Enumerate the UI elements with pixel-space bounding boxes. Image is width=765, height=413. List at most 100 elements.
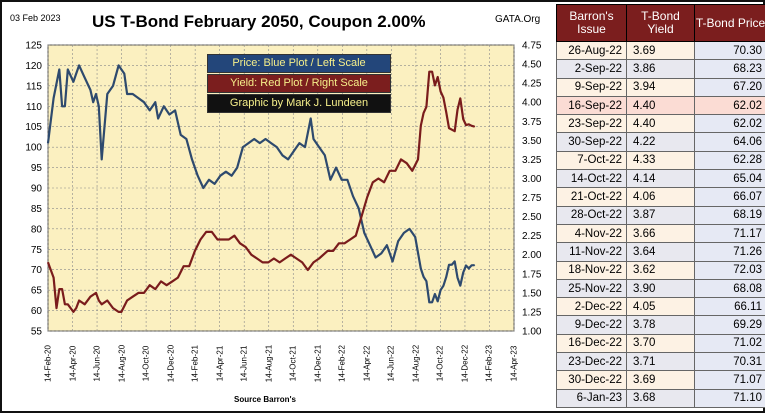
yield-point [442, 97, 444, 99]
price-point [318, 146, 320, 148]
price-point [67, 68, 69, 71]
right-tick-label: 2.50 [522, 212, 542, 223]
price-point [106, 93, 108, 95]
left-tick-label: 80 [31, 224, 43, 235]
chart-area: 55 60 65 70 75 80 85 90 95 100 105 110 115 120 125 1.00… [4, 4, 554, 409]
yield-point [301, 261, 303, 263]
yield-point [377, 177, 379, 180]
x-tick-label: 14-Jun-22 [386, 345, 396, 382]
issue-cell: 7-Oct-22 [556, 150, 627, 171]
price-point [437, 300, 439, 302]
price-cell: 66.11 [694, 297, 765, 317]
yield-point [222, 238, 224, 241]
table-row: 26-Aug-22 3.69 70.30 [556, 40, 765, 61]
yield-point [267, 261, 269, 263]
left-tick-label: 95 [31, 163, 43, 174]
yield-point [389, 170, 391, 172]
yield-point [98, 299, 100, 302]
x-tick-label: 14-Jun-21 [239, 345, 249, 382]
left-tick-label: 105 [25, 122, 42, 133]
yield-point [318, 257, 320, 260]
issue-cell: 30-Sep-22 [556, 132, 627, 152]
yield-point [118, 311, 120, 313]
price-point [459, 285, 461, 287]
right-tick-label: 2.00 [522, 250, 542, 261]
price-point [180, 134, 182, 136]
right-tick-label: 1.50 [522, 288, 542, 299]
yield-point [423, 112, 425, 114]
price-point [473, 264, 476, 266]
site-label: GATA.Org [495, 14, 541, 25]
price-point [112, 85, 114, 87]
table-row: 11-Nov-22 3.64 71.26 [556, 242, 765, 262]
right-tick-label: 1.75 [522, 269, 542, 280]
yield-cell: 4.14 [626, 169, 695, 189]
price-point [270, 142, 272, 144]
yield-point [445, 111, 447, 113]
price-cell: 62.02 [694, 95, 765, 116]
yield-point [431, 71, 433, 73]
price-point [132, 93, 134, 95]
legend-price: Price: Blue Plot / Left Scale [207, 54, 391, 73]
yield-cell: 4.33 [626, 150, 695, 171]
yield-point [177, 277, 179, 279]
price-point [310, 117, 312, 120]
x-tick-label: 14-Aug-21 [264, 344, 274, 383]
price-point [123, 73, 125, 75]
x-tick-label: 14-Feb-20 [43, 345, 53, 382]
yield-point [355, 235, 357, 237]
table-row: 21-Oct-22 4.06 66.07 [556, 187, 765, 207]
price-point [214, 183, 216, 185]
price-point [442, 285, 444, 287]
yield-point [188, 265, 190, 267]
yield-point [126, 299, 128, 302]
price-point [168, 113, 170, 116]
yield-point [216, 238, 219, 241]
left-tick-label: 60 [31, 306, 43, 317]
yield-point [273, 257, 275, 260]
price-cell: 69.29 [694, 315, 765, 335]
price-point [312, 138, 315, 140]
table-row: 28-Oct-22 3.87 68.19 [556, 205, 765, 225]
table-row: 25-Nov-22 3.90 68.08 [556, 278, 765, 299]
price-point [420, 267, 422, 270]
yield-cell: 4.05 [626, 297, 695, 317]
yield-point [411, 170, 413, 172]
yield-point [451, 129, 453, 131]
price-point [293, 150, 295, 152]
price-point [191, 158, 193, 160]
price-cell: 71.07 [694, 370, 765, 390]
price-cell: 71.02 [694, 333, 765, 354]
left-tick-label: 55 [31, 327, 43, 338]
x-tick-label: 14-Feb-22 [337, 345, 347, 382]
table-row: 4-Nov-22 3.66 71.17 [556, 223, 765, 244]
issue-cell: 14-Oct-22 [556, 169, 627, 189]
yield-point [233, 235, 235, 237]
x-tick-label: 14-Aug-20 [117, 344, 127, 383]
yield-point [132, 296, 134, 298]
price-point [465, 264, 467, 267]
yield-cell: 3.62 [626, 260, 695, 280]
yield-point [456, 109, 459, 111]
right-tick-label: 3.50 [522, 136, 542, 147]
yield-point [75, 307, 77, 309]
price-point [363, 232, 365, 234]
price-cell: 70.30 [694, 40, 765, 61]
price-point [236, 167, 238, 169]
yield-point [343, 242, 346, 244]
yield-point [166, 284, 168, 286]
price-point [397, 240, 399, 242]
price-cell: 71.10 [694, 388, 765, 408]
price-point [392, 260, 394, 263]
x-tick-label: 14-Apr-20 [68, 345, 78, 382]
left-tick-label: 120 [25, 61, 42, 72]
price-point [231, 175, 233, 177]
right-tick-label: 2.25 [522, 231, 542, 242]
price-cell: 62.28 [694, 150, 765, 171]
yield-cell: 3.87 [626, 205, 695, 225]
yield-point [89, 296, 91, 298]
yield-point [400, 158, 402, 160]
yield-point [160, 280, 162, 282]
table-row: 18-Nov-22 3.62 72.03 [556, 260, 765, 280]
price-point [448, 264, 450, 266]
